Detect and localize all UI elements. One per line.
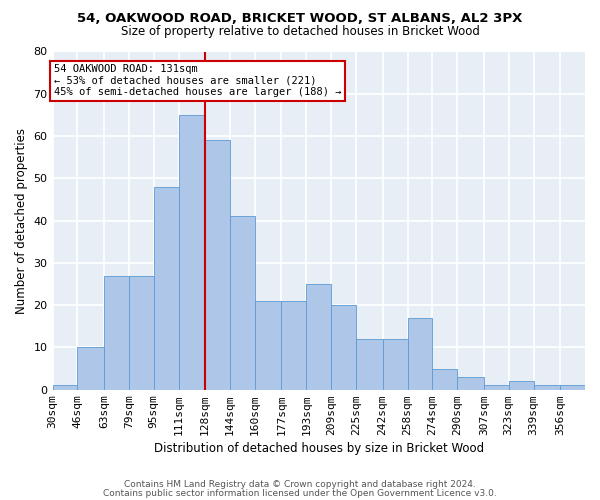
Bar bbox=[179, 115, 205, 390]
Bar bbox=[255, 301, 281, 390]
Bar bbox=[484, 386, 509, 390]
X-axis label: Distribution of detached houses by size in Bricket Wood: Distribution of detached houses by size … bbox=[154, 442, 484, 455]
Text: Size of property relative to detached houses in Bricket Wood: Size of property relative to detached ho… bbox=[121, 25, 479, 38]
Y-axis label: Number of detached properties: Number of detached properties bbox=[15, 128, 28, 314]
Text: 54 OAKWOOD ROAD: 131sqm
← 53% of detached houses are smaller (221)
45% of semi-d: 54 OAKWOOD ROAD: 131sqm ← 53% of detache… bbox=[54, 64, 341, 98]
Bar bbox=[230, 216, 255, 390]
Bar bbox=[129, 276, 154, 390]
Bar bbox=[533, 386, 560, 390]
Bar bbox=[383, 339, 407, 390]
Bar bbox=[104, 276, 129, 390]
Text: 54, OAKWOOD ROAD, BRICKET WOOD, ST ALBANS, AL2 3PX: 54, OAKWOOD ROAD, BRICKET WOOD, ST ALBAN… bbox=[77, 12, 523, 26]
Bar bbox=[457, 377, 484, 390]
Text: Contains HM Land Registry data © Crown copyright and database right 2024.: Contains HM Land Registry data © Crown c… bbox=[124, 480, 476, 489]
Text: Contains public sector information licensed under the Open Government Licence v3: Contains public sector information licen… bbox=[103, 488, 497, 498]
Bar bbox=[307, 284, 331, 390]
Bar bbox=[205, 140, 230, 390]
Bar bbox=[433, 368, 457, 390]
Bar bbox=[77, 348, 104, 390]
Bar bbox=[356, 339, 383, 390]
Bar bbox=[53, 386, 77, 390]
Bar bbox=[509, 381, 533, 390]
Bar bbox=[407, 318, 433, 390]
Bar bbox=[154, 187, 179, 390]
Bar bbox=[281, 301, 307, 390]
Bar bbox=[560, 386, 585, 390]
Bar bbox=[331, 305, 356, 390]
